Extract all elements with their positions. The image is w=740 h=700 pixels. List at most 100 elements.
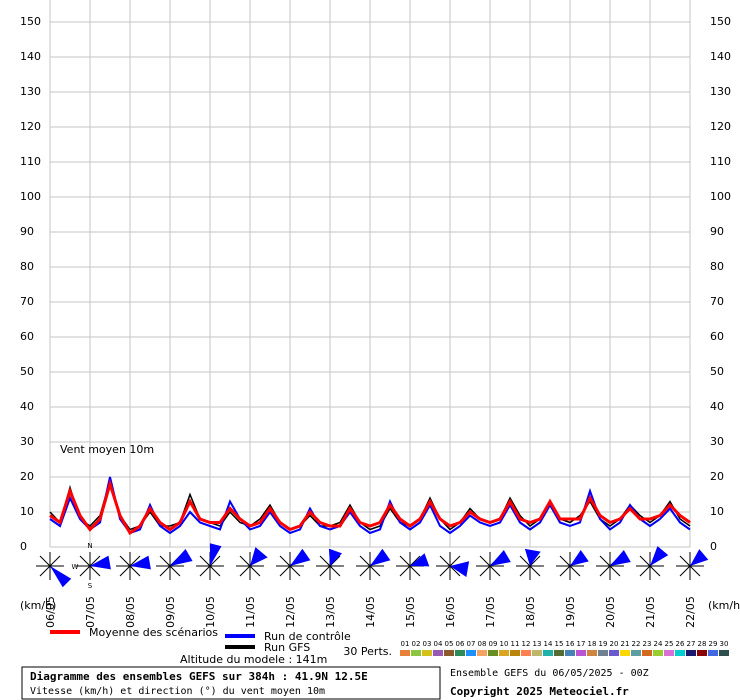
perturbation-swatch <box>576 650 586 656</box>
y-tick-label-left: 0 <box>20 540 27 553</box>
y-tick-label-right: 120 <box>710 120 731 133</box>
rose-cross <box>556 552 584 580</box>
y-tick-label-right: 30 <box>710 435 724 448</box>
x-tick-label: 10/05 <box>204 596 217 628</box>
x-tick-label: 14/05 <box>364 596 377 628</box>
y-tick-label-right: 90 <box>710 225 724 238</box>
y-tick-label-left: 100 <box>20 190 41 203</box>
y-tick-label-right: 150 <box>710 15 731 28</box>
perturbation-swatch <box>521 650 531 656</box>
y-tick-label-left: 90 <box>20 225 34 238</box>
perturbation-swatch <box>609 650 619 656</box>
series-line <box>49 478 691 536</box>
y-tick-label-right: 110 <box>710 155 731 168</box>
wind-wedge <box>490 549 511 566</box>
perturbation-label: 26 <box>676 640 685 648</box>
wind-wedge <box>450 561 470 578</box>
wind-wedge <box>250 547 268 566</box>
y-tick-label-right: 0 <box>710 540 717 553</box>
x-tick-label: 13/05 <box>324 596 337 628</box>
perturbation-label: 14 <box>544 640 553 648</box>
y-tick-label-right: 50 <box>710 365 724 378</box>
wind-wedge <box>524 548 541 566</box>
x-tick-label: 12/05 <box>284 596 297 628</box>
perturbation-swatch <box>422 650 432 656</box>
compass-n: N <box>87 542 92 550</box>
perturbation-label: 21 <box>621 640 630 648</box>
perturbation-label: 11 <box>511 640 520 648</box>
perturbation-swatch <box>510 650 520 656</box>
x-tick-label: 16/05 <box>444 596 457 628</box>
perturbation-swatch <box>664 650 674 656</box>
wind-wedge <box>130 555 151 570</box>
x-tick-label: 09/05 <box>164 596 177 628</box>
perturbation-label: 29 <box>709 640 718 648</box>
perturbation-label: 10 <box>500 640 509 648</box>
rose-cross <box>76 552 104 580</box>
perturbation-label: 05 <box>445 640 454 648</box>
x-tick-label: 08/05 <box>124 596 137 628</box>
wind-roses <box>36 543 709 588</box>
y-tick-label-right: 140 <box>710 50 731 63</box>
perturbation-label: 04 <box>434 640 443 648</box>
y-tick-label-left: 140 <box>20 50 41 63</box>
subtitle: Vitesse (km/h) et direction (°) du vent … <box>30 686 325 697</box>
x-tick-label: 21/05 <box>644 596 657 628</box>
perturbation-swatch <box>554 650 564 656</box>
perturbation-swatch <box>411 650 421 656</box>
grid <box>49 0 691 548</box>
perturbation-swatch <box>598 650 608 656</box>
rose-cross <box>116 552 144 580</box>
y-tick-label-left: 50 <box>20 365 34 378</box>
perturbation-label: 01 <box>401 640 410 648</box>
wind-wedge <box>290 548 311 566</box>
x-tick-label: 11/05 <box>244 596 257 628</box>
y-tick-label-right: 80 <box>710 260 724 273</box>
y-tick-label-left: 40 <box>20 400 34 413</box>
y-tick-label-right: 130 <box>710 85 731 98</box>
perturbation-swatch <box>708 650 718 656</box>
perturbation-label: 20 <box>610 640 619 648</box>
perturbation-swatch <box>675 650 685 656</box>
perturbation-swatch <box>466 650 476 656</box>
perturbation-label: 30 <box>720 640 729 648</box>
perturbation-swatch <box>653 650 663 656</box>
x-tick-label: 07/05 <box>84 596 97 628</box>
wind-wedge <box>690 549 709 566</box>
copyright: Copyright 2025 Meteociel.fr <box>450 685 629 698</box>
perturbation-swatch <box>565 650 575 656</box>
wind-wedge <box>170 548 193 566</box>
perturbation-swatch <box>587 650 597 656</box>
wind-wedge <box>209 543 222 566</box>
wind-wedge <box>370 548 391 566</box>
info-box <box>21 666 441 700</box>
run-info: Ensemble GEFS du 06/05/2025 - 00Z <box>450 668 649 679</box>
y-tick-label-left: 150 <box>20 15 41 28</box>
perturbation-swatch <box>455 650 465 656</box>
y-tick-label-right: 60 <box>710 330 724 343</box>
y-tick-label-right: 70 <box>710 295 724 308</box>
x-tick-label: 20/05 <box>604 596 617 628</box>
x-tick-label: 17/05 <box>484 596 497 628</box>
perturbation-swatch <box>532 650 542 656</box>
legend-label: Moyenne des scénarios <box>89 626 218 639</box>
wind-wedge <box>570 549 589 566</box>
perturbation-swatch <box>433 650 443 656</box>
perturbation-swatch <box>719 650 729 656</box>
x-tick-label: 19/05 <box>564 596 577 628</box>
perturbation-swatch <box>400 650 410 656</box>
perturbation-swatch <box>488 650 498 656</box>
perturbation-swatch <box>620 650 630 656</box>
perturbation-swatch <box>697 650 707 656</box>
perturbation-label: 15 <box>555 640 564 648</box>
wind-wedge <box>610 549 631 566</box>
y-tick-label-left: 80 <box>20 260 34 273</box>
y-tick-label-right: 20 <box>710 470 724 483</box>
y-axis-label: Vent moyen 10m <box>60 443 154 456</box>
wind-wedge <box>50 566 72 588</box>
perturbation-label: 25 <box>665 640 674 648</box>
perturbation-label: 07 <box>467 640 476 648</box>
perturbation-label: 23 <box>643 640 652 648</box>
